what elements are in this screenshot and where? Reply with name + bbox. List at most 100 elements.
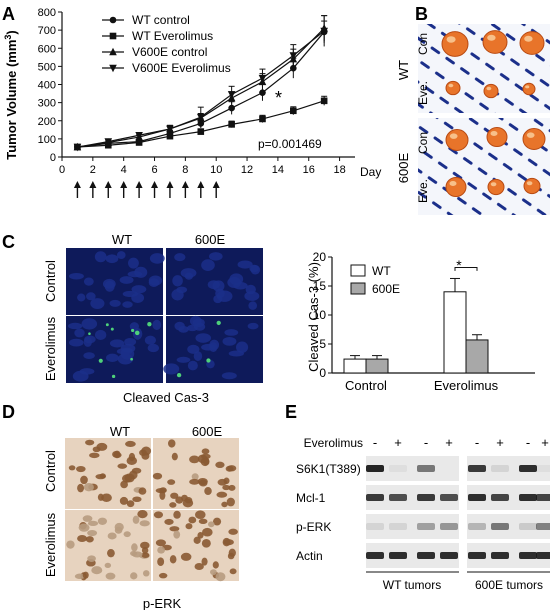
e-band [389,465,407,472]
a-point [104,138,113,146]
a-point [320,27,328,36]
a-y-tick-label: 100 [38,134,56,146]
a-point [135,131,143,140]
e-band [468,523,486,530]
ihc-nucleus [76,465,86,473]
ihc-nucleus [229,568,237,575]
dosing-arrow-head [151,181,159,188]
e-band [536,523,550,530]
a-point [259,89,266,96]
nucleus [184,272,194,280]
ihc-nucleus [138,487,147,495]
ihc-nucleus [203,457,210,466]
ihc-nucleus [201,539,211,548]
e-treatment-mark: - [424,435,428,450]
tumor [441,31,469,57]
ihc-nucleus [77,483,85,493]
e-band [536,552,550,559]
nucleus [83,336,92,347]
nucleus [149,253,165,264]
ihc-nucleus [212,517,222,526]
tumor-photos: WT 600E Con Eve. Con Eve. [396,24,550,215]
ihc-nucleus [225,465,234,472]
ihc-nucleus [228,528,238,535]
e-band [417,465,435,472]
b-row-eve-wt: Eve. [416,81,430,105]
nucleus [128,257,139,269]
a-point [73,143,82,152]
ihc-nucleus [78,523,90,532]
a-legend-marker [109,64,117,73]
panel-label-b: B [415,4,428,24]
tumor-highlight [449,181,457,186]
ihc-nucleus [97,517,108,525]
a-y-tick-label: 300 [38,98,56,110]
nucleus [178,326,189,333]
nucleus [122,301,133,308]
tumor [486,127,508,147]
nucleus [224,329,239,336]
e-band [389,523,407,530]
tumor-highlight [524,35,533,42]
tumor-volume-chart: Tumor Volume (mm3) Day p=0.001469 * 0100… [3,7,381,198]
ihc-nucleus [155,539,167,547]
ihc-nucleus [198,518,208,525]
nucleus [222,336,237,346]
ihc-nucleus [158,572,168,579]
a-x-tick-label: 0 [59,164,65,176]
c-bar-category-label: Control [345,378,387,393]
nucleus [233,282,248,290]
cas3-positive-cell [176,372,182,378]
nucleus [236,341,249,353]
e-band [491,465,509,472]
ihc-nucleus [228,484,236,491]
nucleus [163,363,180,375]
a-point [290,107,297,115]
ihc-nucleus [141,547,149,554]
a-legend: WT control WT Everolimus V600E control V600… [102,13,231,75]
nucleus [174,253,186,262]
ihc-nucleus [173,510,181,519]
dosing-arrow-head [120,181,128,188]
ihc-nucleus [82,571,89,579]
b-row-con-600e: Con [416,132,430,154]
e-group-600e: 600E tumors [475,578,543,592]
a-legend-label: WT Everolimus [132,29,213,43]
nucleus [74,328,85,338]
d-row-everolimus: Everolimus [43,512,58,577]
cas3-positive-cell [130,357,133,361]
nucleus [207,280,220,290]
a-y-tick-label: 600 [38,43,56,55]
nucleus [216,290,233,302]
ihc-nucleus [107,548,115,558]
nucleus [120,343,136,353]
a-point [228,104,235,112]
c-bar-significance-bracket [454,266,478,271]
a-legend-label: V600E control [132,45,207,59]
dosing-arrow-head [212,181,220,188]
ihc-nucleus [168,439,176,448]
e-band [468,494,486,501]
c-bar-y-tick-label: 15 [313,279,327,293]
nucleus [68,272,84,280]
tumor-highlight [446,36,456,43]
ihc-nucleus [195,510,206,520]
c-bar [365,358,389,374]
e-band [417,523,435,530]
ihc-nucleus [175,496,184,504]
ihc-nucleus [91,566,103,575]
nucleus [209,339,220,351]
ihc-nucleus [105,572,116,580]
ihc-nucleus [119,496,129,505]
a-significance-star: * [275,88,282,108]
nucleus [187,344,200,354]
ihc-nucleus [169,555,177,564]
nucleus [72,370,89,382]
e-treatment-mark: + [394,435,402,450]
a-point [196,113,205,122]
ihc-nucleus [104,562,112,569]
nucleus [68,322,83,330]
ihc-nucleus [222,537,231,547]
b-group-wt: WT [396,60,411,80]
panel-label-d: D [2,402,15,422]
